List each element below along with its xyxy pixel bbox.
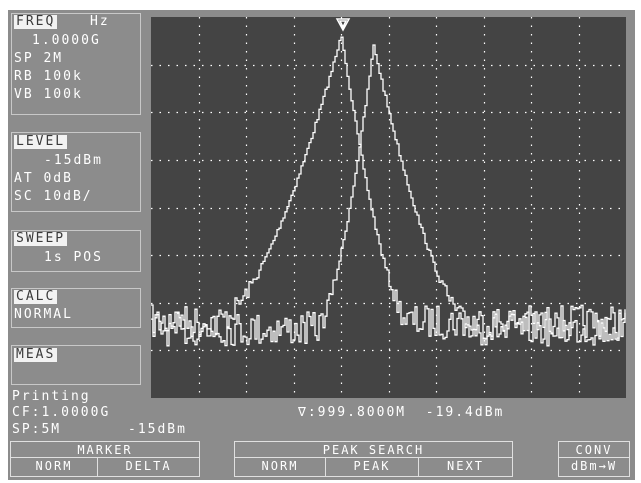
calc-label: CALC: [14, 289, 58, 304]
sweep-value: 1s POS: [44, 250, 103, 265]
marker-readout: ∇:999.8000M -19.4dBm: [298, 405, 505, 420]
center-frequency: CF:1.0000G: [12, 405, 111, 420]
analyzer-screen: FREQ Hz 1.0000G SP 2M RB 100k VB 100k LE…: [8, 10, 635, 480]
meas-label: MEAS: [14, 347, 58, 362]
printing-status: Printing: [12, 389, 91, 404]
span-value: SP 2M: [14, 51, 64, 66]
peak-button[interactable]: PEAK: [325, 457, 419, 477]
trace-narrow: [151, 44, 626, 347]
freq-panel[interactable]: [11, 13, 141, 115]
peak-norm-button[interactable]: NORM: [234, 457, 326, 477]
freq-value: 1.0000G: [32, 33, 101, 48]
level-panel[interactable]: [11, 132, 141, 212]
rbw-value: RB 100k: [14, 69, 83, 84]
vbw-value: VB 100k: [14, 87, 83, 102]
next-peak-button[interactable]: NEXT: [418, 457, 513, 477]
sweep-panel[interactable]: [11, 230, 141, 272]
marker-norm-button[interactable]: NORM: [10, 457, 98, 477]
calc-panel[interactable]: [11, 288, 141, 328]
level-value: -15dBm: [44, 153, 103, 168]
level-label: LEVEL: [14, 134, 68, 149]
span-readout: SP:5M: [12, 422, 62, 437]
peak-search-title: PEAK SEARCH: [234, 441, 513, 458]
reference-level: -15dBm: [128, 422, 187, 437]
trace-wide: [151, 36, 626, 340]
peak-marker-icon: [335, 18, 351, 32]
conv-title: CONV: [558, 441, 630, 458]
conv-dbm-to-w-button[interactable]: dBm→W: [558, 457, 630, 477]
meas-panel[interactable]: [11, 345, 141, 385]
freq-unit: Hz: [90, 14, 110, 29]
sweep-label: SWEEP: [14, 231, 68, 246]
spectrum-display: [151, 17, 626, 398]
calc-value: NORMAL: [14, 307, 73, 322]
scale-value: SC 10dB/: [14, 189, 93, 204]
marker-delta-button[interactable]: DELTA: [97, 457, 200, 477]
spectrum-graph: [151, 17, 626, 398]
freq-label: FREQ: [14, 14, 58, 29]
marker-menu-title: MARKER: [10, 441, 200, 458]
atten-value: AT 0dB: [14, 171, 73, 186]
